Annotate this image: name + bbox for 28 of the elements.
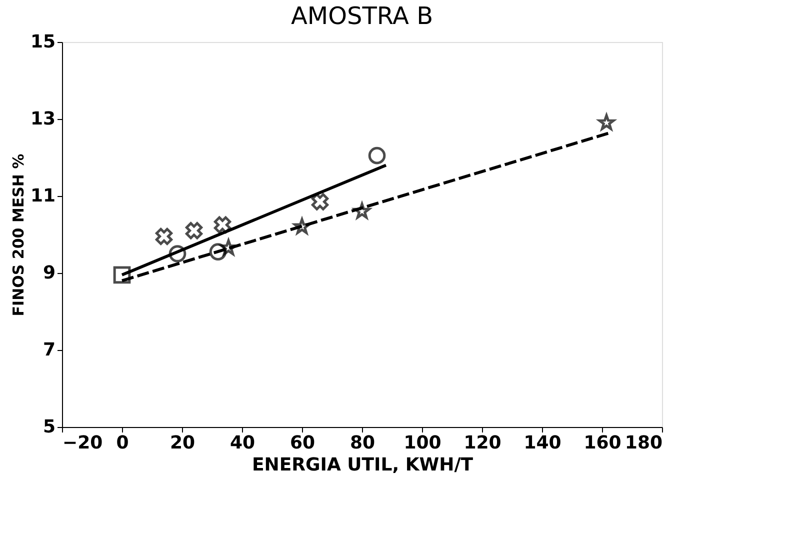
chart-title: AMOSTRA B	[290, 2, 434, 30]
x-tick-label: 100	[404, 432, 442, 454]
x-tick-label: −20	[62, 432, 103, 454]
point	[185, 222, 203, 240]
y-tick-label: 15	[30, 32, 56, 52]
point	[155, 228, 173, 246]
y-tick-label: 5	[42, 416, 56, 438]
point	[168, 245, 186, 262]
point	[368, 146, 386, 164]
point	[209, 243, 227, 260]
y-tick-label: 13	[30, 108, 56, 130]
x-tick-label: 140	[524, 432, 562, 454]
point	[311, 193, 329, 210]
x-tick-label: 20	[170, 432, 196, 454]
x-axis-title: ENERGIA UTIL, KWH/T	[252, 454, 474, 476]
x-tick-label: 0	[116, 432, 129, 454]
point	[113, 266, 131, 284]
x-tick-label: 80	[350, 432, 376, 454]
x-tick-label: 40	[230, 432, 256, 454]
x-tick-label: 120	[464, 432, 502, 454]
x-tick-label: 180	[624, 432, 662, 454]
y-tick-label: 7	[42, 340, 56, 360]
point	[214, 216, 232, 234]
x-tick-label: 160	[584, 432, 622, 454]
y-axis-title: FINOS 200 MESH %	[9, 154, 28, 316]
y-tick-label: 9	[42, 262, 56, 284]
y-tick-label: 11	[30, 186, 56, 206]
x-tick-label: 60	[290, 432, 316, 454]
